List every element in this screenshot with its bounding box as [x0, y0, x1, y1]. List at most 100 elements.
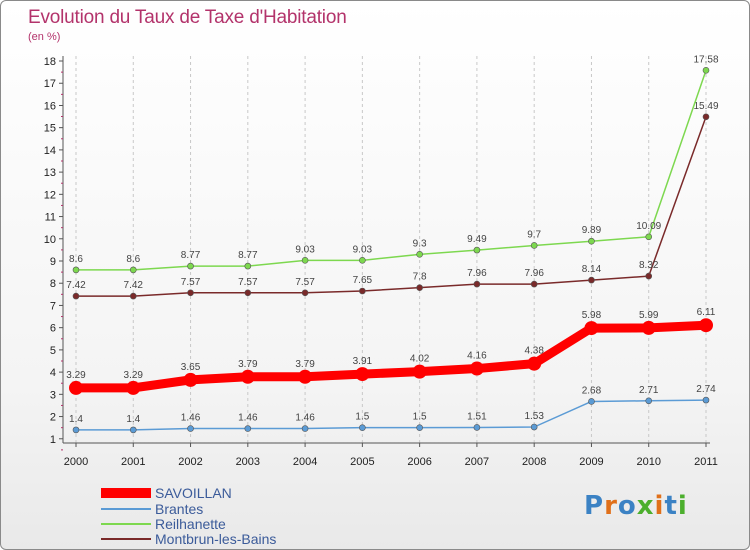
y-tick-label: 16: [44, 100, 56, 112]
x-tick-label: 2001: [121, 456, 145, 468]
data-label: 2.68: [582, 385, 602, 396]
y-tick-label: 12: [44, 189, 56, 201]
chart-subtitle: (en %): [28, 31, 61, 43]
series-reilhanette: 8.6 8.6 8.77 8.77 9.03 9.03 9.3 9.49 9.7 9.89 10.0…: [69, 54, 719, 274]
data-point: [72, 292, 80, 300]
data-label: 7.96: [467, 268, 487, 279]
data-label: 8.77: [181, 250, 201, 261]
data-label: 4.16: [467, 351, 487, 362]
y-tick-label: 13: [44, 167, 56, 179]
data-label: 1.53: [524, 411, 544, 422]
data-point: [584, 321, 599, 336]
x-tick-label: 2009: [579, 456, 603, 468]
data-point: [530, 280, 538, 288]
x-tick-label: 2007: [465, 456, 489, 468]
data-point: [187, 425, 194, 432]
data-point: [72, 266, 80, 274]
data-point: [187, 262, 194, 270]
data-label: 9.03: [353, 244, 373, 255]
x-ticks: 2000 2001 2002 2003 2004 2005 2006 2007 2008 2009…: [64, 443, 718, 468]
data-label: 3.65: [181, 362, 201, 373]
logo-letter: i: [654, 491, 665, 521]
y-tick-label: 5: [50, 345, 56, 357]
data-point: [645, 233, 653, 241]
data-point: [412, 364, 427, 379]
data-point: [359, 287, 366, 295]
data-point: [527, 356, 542, 371]
data-point: [244, 262, 252, 270]
data-label: 4.02: [410, 354, 430, 365]
data-point: [699, 318, 713, 333]
data-point: [240, 369, 255, 384]
data-point: [126, 380, 141, 395]
x-tick-label: 2011: [694, 456, 718, 468]
data-point: [702, 67, 710, 74]
data-point: [183, 372, 198, 387]
data-point: [301, 257, 309, 264]
x-tick-label: 2003: [236, 456, 260, 468]
data-label: 1.4: [69, 414, 83, 425]
data-label: 1.5: [413, 412, 427, 423]
chart-title: Evolution du Taux de Taxe d'Habitation: [28, 7, 347, 28]
data-point: [641, 320, 656, 335]
data-label: 5.98: [582, 310, 602, 321]
legend-label: Montbrun-les-Bains: [155, 531, 276, 547]
data-label: 7.8: [413, 272, 427, 283]
data-point: [69, 380, 83, 395]
data-label: 1.46: [295, 413, 315, 424]
data-point: [473, 280, 481, 288]
data-label: 8.32: [639, 260, 659, 271]
x-tick-label: 2005: [350, 456, 374, 468]
data-label: 7.57: [295, 277, 315, 288]
data-label: 1.51: [467, 411, 487, 422]
data-label: 1.4: [126, 414, 140, 425]
data-label: 15.49: [693, 101, 718, 112]
data-label: 6.11: [697, 307, 716, 318]
series-group: 1.4 1.4 1.46 1.46 1.46 1.5 1.5 1.51 1.53 2.68 2.71…: [66, 54, 719, 434]
data-label: 17.58: [693, 54, 718, 65]
logo-letter: P: [584, 491, 605, 521]
logo-letter: o: [617, 491, 637, 521]
logo-letter: t: [664, 491, 678, 521]
series-montbrun-les-bains: 7.42 7.42 7.57 7.57 7.57 7.65 7.8 7.96 7.96 8.14 8…: [66, 101, 719, 300]
data-label: 3.79: [238, 359, 258, 370]
legend-label: Brantes: [155, 501, 203, 517]
y-tick-label: 9: [50, 256, 56, 268]
data-label: 9.49: [467, 234, 487, 245]
logo-letter: i: [677, 491, 688, 521]
data-label: 1.5: [355, 412, 369, 423]
y-tick-label: 11: [45, 212, 56, 224]
data-point: [187, 289, 194, 297]
data-point: [244, 425, 252, 432]
data-point: [702, 396, 710, 404]
data-point: [588, 276, 595, 284]
data-point: [416, 251, 423, 258]
data-label: 7.42: [66, 280, 86, 291]
x-tick-label: 2010: [636, 456, 660, 468]
data-label: 5.99: [639, 310, 659, 321]
data-point: [702, 113, 710, 121]
data-label: 1.46: [181, 413, 201, 424]
data-point: [359, 424, 366, 431]
data-label: 7.57: [238, 277, 258, 288]
x-tick-label: 2008: [522, 456, 546, 468]
series-savoillan: 3.29 3.29 3.65 3.79 3.79 3.91 4.02 4.16 4.38 5.98…: [66, 307, 716, 395]
data-label: 3.29: [66, 370, 86, 381]
data-label: 8.6: [126, 254, 140, 265]
y-tick-label: 3: [50, 389, 56, 401]
data-label: 2.74: [696, 384, 716, 395]
series-line: [71, 320, 711, 393]
data-label: 3.91: [353, 356, 373, 367]
series-line: [75, 399, 707, 431]
y-tick-label: 6: [50, 323, 56, 335]
y-tick-label: 15: [44, 123, 56, 135]
data-label: 9.03: [295, 244, 315, 255]
data-point: [473, 424, 481, 431]
data-label: 4.38: [524, 346, 544, 357]
data-point: [129, 292, 137, 300]
data-point: [645, 272, 653, 280]
data-label: 9.89: [582, 225, 602, 236]
